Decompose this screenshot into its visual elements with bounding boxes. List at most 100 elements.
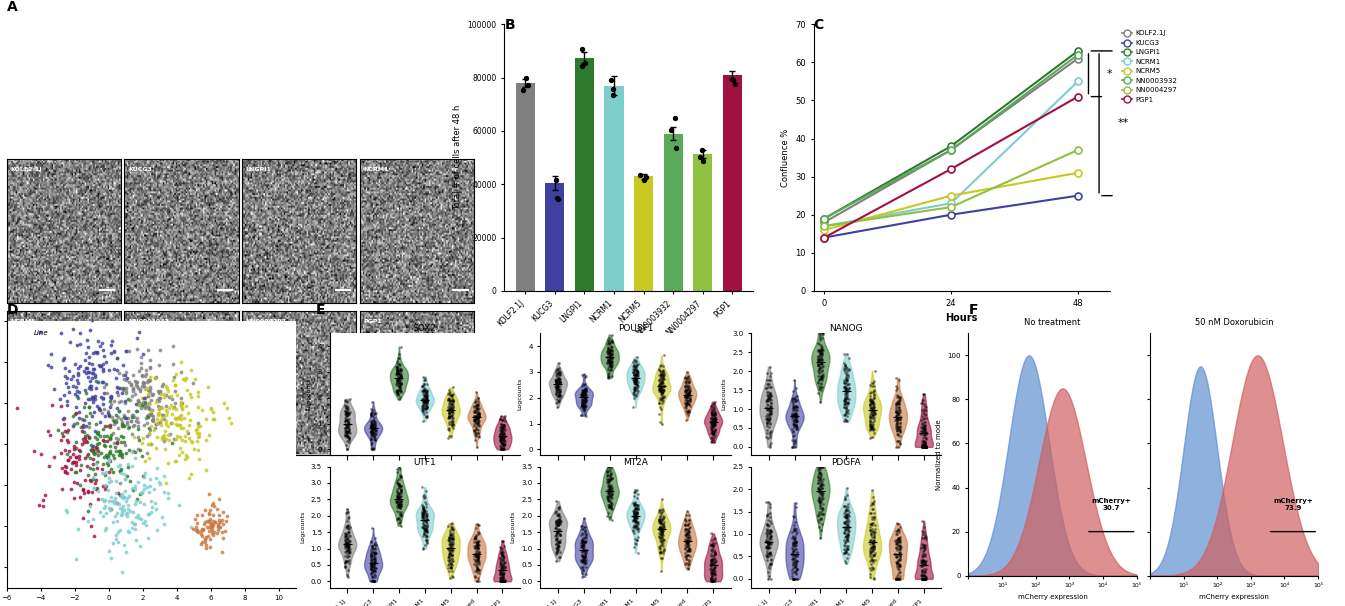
Point (785, 412, 807, 422)
Point (572, 551, 593, 561)
Point (810, 349, 831, 359)
Point (198, 508, 219, 518)
Point (125, 524, 147, 534)
Point (600, 351, 621, 361)
Point (759, 559, 780, 569)
Point (885, 574, 907, 584)
Point (811, 471, 833, 481)
Point (108, 424, 129, 433)
Point (549, 535, 570, 545)
Point (416, 509, 437, 519)
Point (387, 368, 409, 378)
Point (756, 551, 777, 561)
Point (699, 407, 721, 416)
Point (69, 454, 90, 464)
Point (811, 483, 833, 493)
Point (91, 408, 113, 418)
Point (915, 442, 936, 452)
Point (811, 483, 833, 493)
Point (651, 370, 672, 379)
Point (198, 510, 219, 519)
Point (677, 398, 698, 408)
Point (675, 384, 697, 393)
Point (386, 386, 408, 396)
Point (859, 525, 881, 535)
Point (677, 399, 698, 409)
Point (465, 387, 487, 397)
Point (118, 378, 140, 387)
Point (702, 405, 724, 415)
Point (412, 508, 433, 518)
Point (627, 367, 648, 376)
Point (651, 387, 672, 396)
Point (627, 378, 648, 387)
Point (784, 421, 806, 430)
Point (859, 407, 881, 416)
Point (783, 549, 804, 559)
Point (674, 402, 695, 412)
Point (759, 375, 780, 384)
Point (467, 539, 488, 549)
Point (705, 576, 726, 586)
Point (546, 382, 568, 392)
Point (336, 422, 358, 432)
Point (363, 576, 385, 586)
Point (600, 485, 621, 494)
Point (760, 389, 781, 399)
Point (104, 419, 125, 428)
Point (547, 384, 569, 394)
Point (807, 371, 829, 381)
Point (838, 384, 859, 393)
Point (574, 409, 596, 419)
Point (834, 394, 855, 404)
Point (491, 576, 512, 586)
Point (834, 414, 855, 424)
Point (886, 551, 908, 561)
Point (600, 356, 621, 366)
Point (465, 411, 487, 421)
Point (576, 562, 597, 572)
Point (678, 381, 699, 391)
Point (93, 481, 114, 490)
Point (73, 485, 94, 495)
Point (363, 539, 385, 548)
Point (79, 502, 101, 511)
Point (650, 385, 671, 395)
Point (859, 400, 881, 410)
Point (492, 428, 514, 438)
Point (703, 416, 725, 425)
Point (572, 535, 593, 545)
Point (811, 359, 833, 368)
Point (838, 365, 859, 375)
Point (360, 560, 382, 570)
Point (916, 429, 937, 439)
Point (390, 366, 412, 376)
Point (413, 512, 434, 522)
Point (574, 538, 596, 547)
Point (783, 550, 804, 559)
Point (106, 353, 128, 363)
Point (783, 420, 804, 430)
Point (363, 547, 385, 557)
Point (492, 570, 514, 580)
Point (625, 516, 647, 525)
Point (363, 554, 385, 564)
Point (675, 538, 697, 548)
Point (886, 429, 908, 439)
Point (545, 531, 566, 541)
Point (86, 464, 108, 473)
Point (838, 520, 859, 530)
Point (50, 448, 71, 458)
Point (760, 405, 781, 415)
Point (808, 493, 830, 502)
Point (336, 402, 358, 411)
Point (597, 474, 619, 484)
Point (627, 370, 648, 379)
Point (207, 522, 229, 531)
Point (364, 408, 386, 418)
Point (336, 444, 358, 453)
Point (886, 410, 908, 419)
Point (390, 369, 412, 379)
Point (360, 564, 382, 574)
Point (913, 425, 935, 435)
